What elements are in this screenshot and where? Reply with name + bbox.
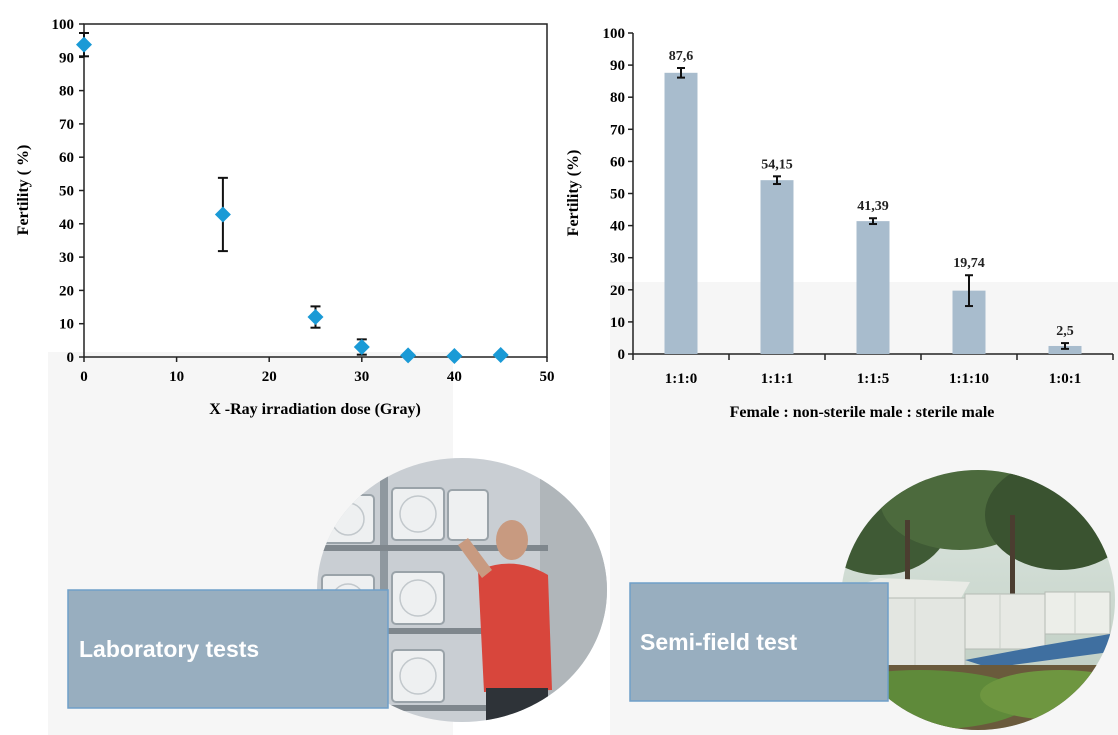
scatter-x-axis-label: X -Ray irradiation dose (Gray) [209,401,421,418]
bar-y-tick-label: 90 [610,58,625,74]
semi-field-caption-box [629,582,889,702]
scatter-y-tick-label: 50 [59,184,74,200]
bar [664,72,698,354]
scatter-y-tick-label: 0 [67,350,75,366]
scatter-y-tick-labels: 0 10 20 30 40 50 60 70 80 90 100 [52,17,75,366]
bar-x-axis-label: Female : non-sterile male : sterile male [730,404,995,421]
bar-series: 87,6 54,15 41,39 19,74 2,5 [664,49,1082,354]
scatter-points [76,31,509,365]
bar-y-tick-label: 70 [610,122,625,138]
scatter-x-tick-label: 10 [169,369,184,385]
scatter-y-tick-label: 90 [59,50,74,66]
bar-y-tick-label: 60 [610,154,625,170]
scatter-y-tick-label: 70 [59,117,74,133]
scatter-point [353,339,370,356]
scatter-y-axis-label: Fertility ( %) [15,145,32,236]
bar-y-tick-label: 20 [610,283,625,299]
bar-value-label: 54,15 [761,157,793,172]
bar-chart: 0 10 20 30 40 50 60 70 80 90 100 87,6 54,15 41,39 19,… [565,26,1114,421]
scatter-y-tick-label: 30 [59,250,74,266]
scatter-point [400,347,417,364]
scatter-point [307,309,324,326]
bar-category-label: 1:1:1 [761,371,794,387]
scatter-x-tick-labels: 0 10 20 30 40 50 [80,369,554,385]
bar [760,180,794,354]
semi-field-caption: Semi-field test [640,629,798,655]
bar-category-label: 1:1:10 [949,371,989,387]
scatter-y-tick-label: 40 [59,217,74,233]
scatter-y-tick-label: 100 [52,17,75,33]
bar-category-labels: 1:1:0 1:1:1 1:1:5 1:1:10 1:0:1 [665,371,1082,387]
bar-y-tick-label: 80 [610,90,625,106]
bar-y-tick-label: 40 [610,219,625,235]
laboratory-caption: Laboratory tests [79,636,259,662]
bar-y-tick-labels: 0 10 20 30 40 50 60 70 80 90 100 [603,26,626,363]
bar-category-label: 1:1:5 [857,371,890,387]
bar-y-tick-label: 50 [610,187,625,203]
scatter-x-tick-label: 50 [540,369,555,385]
bar-y-tick-label: 0 [618,347,626,363]
scatter-x-tick-label: 30 [354,369,369,385]
scatter-x-tick-label: 20 [262,369,277,385]
bar-y-tick-label: 30 [610,251,625,267]
scatter-y-tick-label: 60 [59,150,74,166]
scatter-point [76,36,92,53]
bar-y-axis-label: Fertility (%) [565,150,582,237]
bar-category-label: 1:0:1 [1049,371,1082,387]
bar [1048,345,1082,354]
scatter-point [492,347,509,364]
scatter-point [214,206,231,223]
bar [856,221,890,354]
bar-value-label: 19,74 [953,256,985,271]
bar-value-label: 87,6 [669,49,694,64]
bar-value-label: 2,5 [1056,324,1074,339]
scatter-axes [79,23,548,362]
scatter-x-tick-label: 40 [447,369,462,385]
laboratory-caption-box [67,589,389,709]
bar-y-tick-label: 10 [610,315,625,331]
bar-y-tick-label: 100 [603,26,626,42]
scatter-y-tick-label: 10 [59,317,74,333]
scatter-chart: 0 10 20 30 40 50 60 70 80 90 100 0 10 20 30 40 50 X -Ra… [15,17,555,418]
bar-category-label: 1:1:0 [665,371,698,387]
scatter-y-tick-label: 80 [59,84,74,100]
scatter-y-tick-label: 20 [59,283,74,299]
scatter-x-tick-label: 0 [80,369,88,385]
bar-value-label: 41,39 [857,199,889,214]
scatter-point [446,348,463,365]
